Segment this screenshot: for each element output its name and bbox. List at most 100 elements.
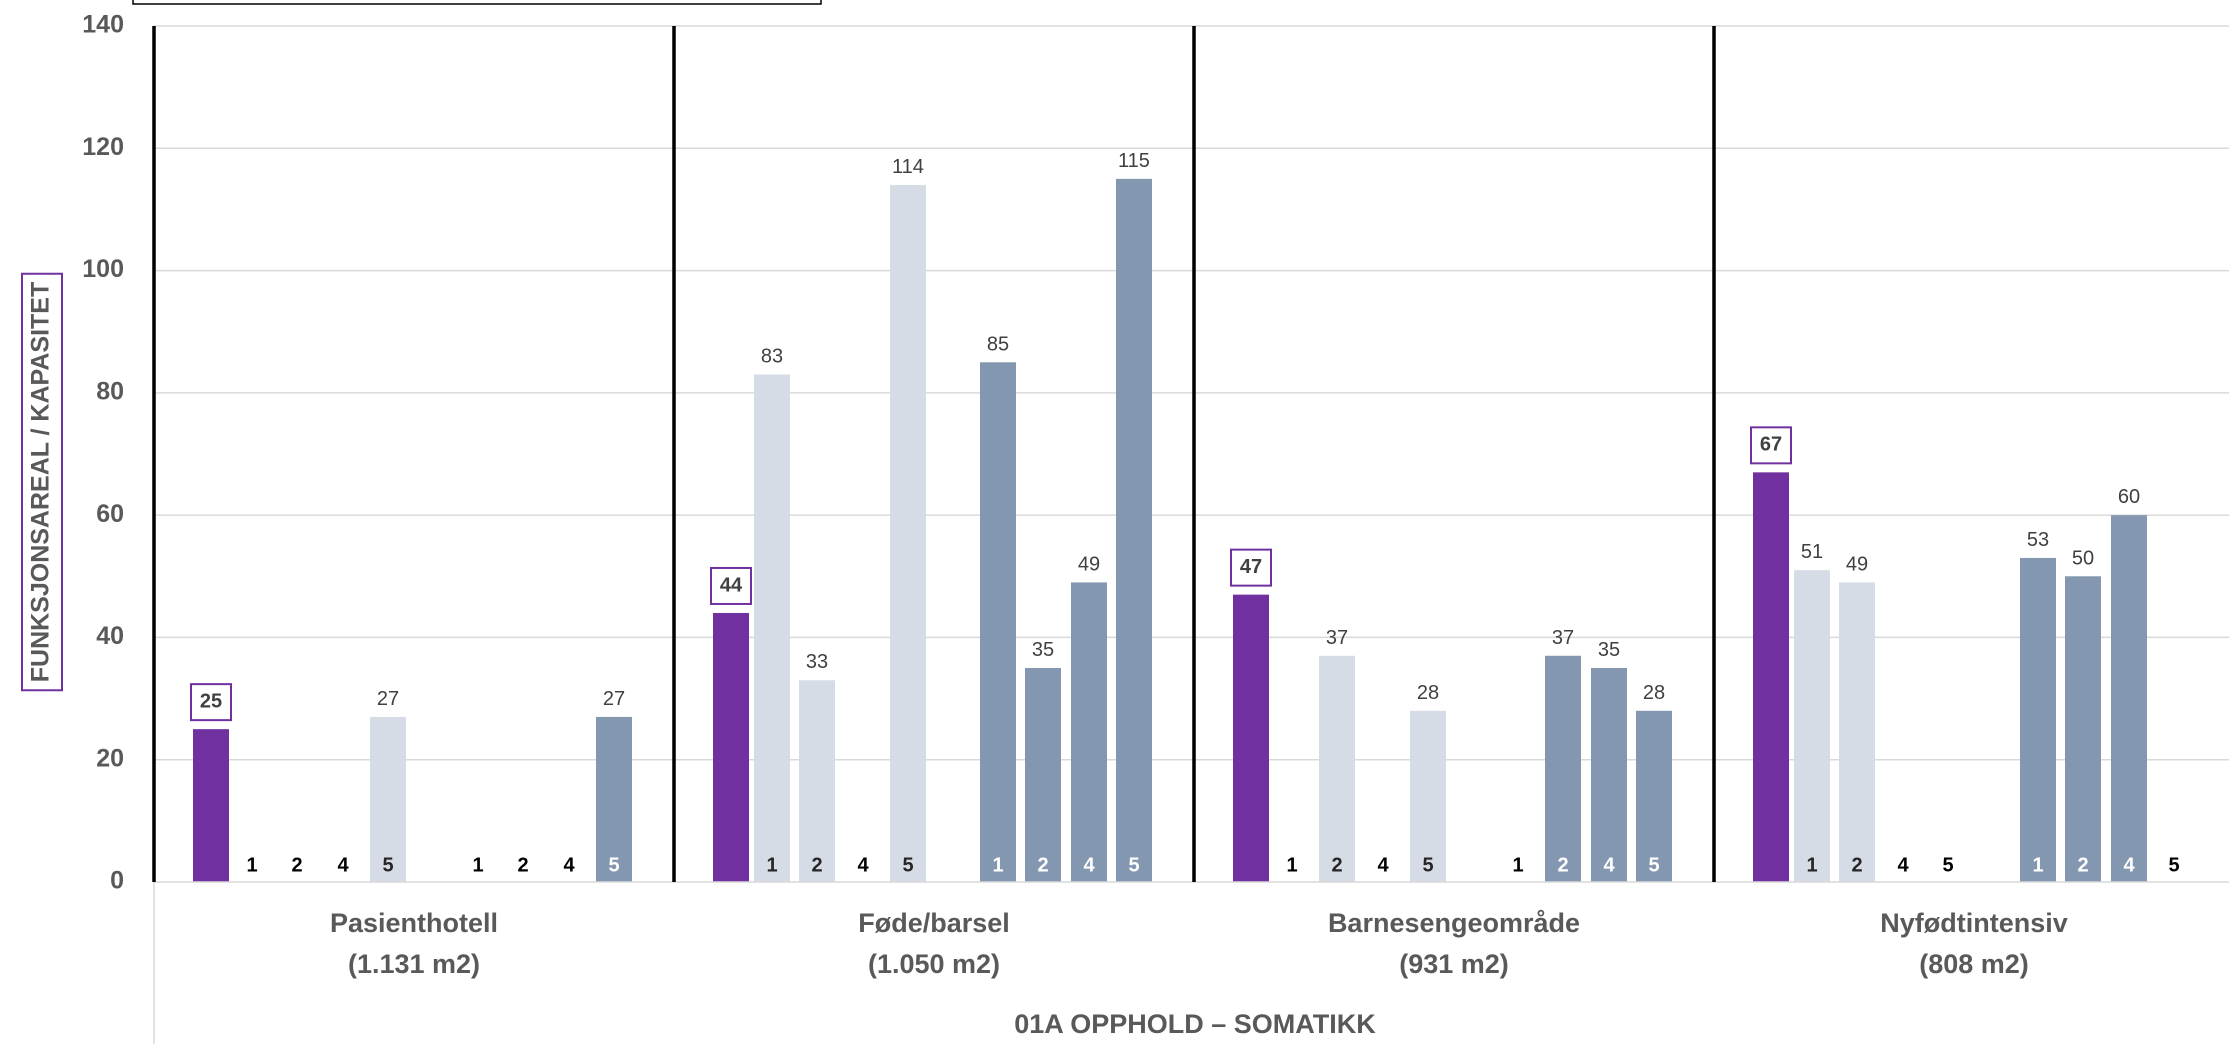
- bar-dark: [1025, 668, 1061, 882]
- scenario-number: 4: [1603, 854, 1615, 876]
- y-tick-label: 80: [96, 377, 124, 405]
- bar-current: [1233, 594, 1269, 882]
- category-area-label: (931 m2): [1399, 949, 1509, 979]
- scenario-number: 2: [2077, 854, 2088, 876]
- bar-light: [370, 716, 406, 882]
- scenario-number: 5: [1648, 854, 1659, 876]
- data-label: 115: [1118, 150, 1150, 172]
- axes: [152, 26, 2229, 1044]
- scenario-number: 5: [608, 854, 619, 876]
- y-tick-label: 100: [82, 255, 124, 283]
- bar-dark: [1545, 655, 1581, 882]
- bar-dark: [2111, 515, 2147, 882]
- data-label: 35: [1032, 639, 1054, 661]
- scenario-number: 5: [1942, 854, 1953, 876]
- scenario-number: 1: [1512, 854, 1523, 876]
- y-tick-label: 20: [96, 744, 124, 772]
- bar-current: [1753, 472, 1789, 882]
- scenario-number: 4: [1083, 854, 1095, 876]
- data-label: 37: [1552, 627, 1574, 649]
- bar-dark: [1071, 582, 1107, 882]
- data-label: 27: [603, 688, 625, 710]
- bar-dark: [2020, 557, 2056, 882]
- category-label: Nyfødtintensiv: [1880, 908, 2068, 938]
- bar-light: [1839, 582, 1875, 882]
- current-value-label: 25: [200, 690, 222, 712]
- y-tick-label: 40: [96, 622, 124, 650]
- data-label: 33: [806, 651, 828, 673]
- bar-current: [193, 729, 229, 882]
- y-axis-title-box: [21, 272, 63, 692]
- bar-dark: [1636, 710, 1672, 882]
- scenario-number: 2: [517, 854, 528, 876]
- bar-dark: [2065, 576, 2101, 882]
- data-label: 49: [1078, 553, 1100, 575]
- bars: [193, 178, 2147, 882]
- bar-light: [890, 184, 926, 882]
- scenario-number: 4: [1377, 854, 1389, 876]
- bar-light: [799, 680, 835, 882]
- scenario-number: 1: [1806, 854, 1817, 876]
- bar-light: [1410, 710, 1446, 882]
- current-value-box: [1230, 548, 1272, 587]
- data-label: 37: [1326, 627, 1348, 649]
- scenario-number: 5: [902, 854, 913, 876]
- data-label: 27: [377, 688, 399, 710]
- category-area-label: (808 m2): [1919, 949, 2029, 979]
- y-axis-title: FUNKSJONSAREAL / KAPASITET: [27, 282, 55, 683]
- data-label: 28: [1417, 682, 1439, 704]
- bar-dark: [980, 362, 1016, 882]
- scenario-number: 4: [337, 854, 349, 876]
- bar-light: [754, 374, 790, 882]
- bar-current: [713, 612, 749, 882]
- category-area-label: (1.050 m2): [868, 949, 1000, 979]
- scenario-number: 4: [1897, 854, 1909, 876]
- current-value-label: 44: [720, 574, 743, 596]
- current-value-box: [710, 566, 752, 605]
- bar-light: [1319, 655, 1355, 882]
- scenario-number: 5: [2168, 854, 2179, 876]
- gridlines: [154, 25, 2229, 761]
- bar-dark: [1116, 178, 1152, 882]
- scenario-number: 2: [1851, 854, 1862, 876]
- scenario-number: 1: [2032, 854, 2043, 876]
- scenario-number: 4: [563, 854, 575, 876]
- y-tick-label: 120: [82, 133, 124, 161]
- legend-box: [132, 0, 822, 5]
- category-label: Barnesengeområde: [1328, 908, 1580, 938]
- scenario-number: 1: [766, 854, 777, 876]
- data-label: 60: [2118, 486, 2140, 508]
- current-value-label: 67: [1760, 434, 1782, 456]
- current-value-label: 47: [1240, 556, 1262, 578]
- scenario-number: 5: [1128, 854, 1139, 876]
- scenario-number: 2: [291, 854, 302, 876]
- category-label: Føde/barsel: [858, 908, 1010, 938]
- scenario-number: 1: [992, 854, 1003, 876]
- scenario-number: 2: [1331, 854, 1342, 876]
- scenario-number: 5: [1422, 854, 1433, 876]
- scenario-number: 1: [472, 854, 483, 876]
- y-tick-label: 140: [82, 11, 124, 39]
- data-label: 53: [2027, 529, 2049, 551]
- data-label: 85: [987, 333, 1009, 355]
- scenario-number: 4: [857, 854, 869, 876]
- bar-dark: [1591, 668, 1627, 882]
- current-value-box: [1750, 426, 1792, 465]
- scenario-number: 4: [2123, 854, 2135, 876]
- data-label: 28: [1643, 682, 1665, 704]
- scenario-number: 1: [246, 854, 257, 876]
- current-value-box: [190, 683, 232, 722]
- scenario-number: 2: [811, 854, 822, 876]
- data-label: 35: [1598, 639, 1620, 661]
- scenario-number: 1: [1286, 854, 1297, 876]
- scenario-number: 2: [1037, 854, 1048, 876]
- category-area-label: (1.131 m2): [348, 949, 480, 979]
- bar-light: [1794, 570, 1830, 882]
- scenario-number: 2: [1557, 854, 1568, 876]
- category-label: Pasienthotell: [330, 908, 498, 938]
- y-tick-label: 0: [110, 867, 124, 895]
- data-label: 50: [2072, 547, 2094, 569]
- data-label: 83: [761, 346, 783, 368]
